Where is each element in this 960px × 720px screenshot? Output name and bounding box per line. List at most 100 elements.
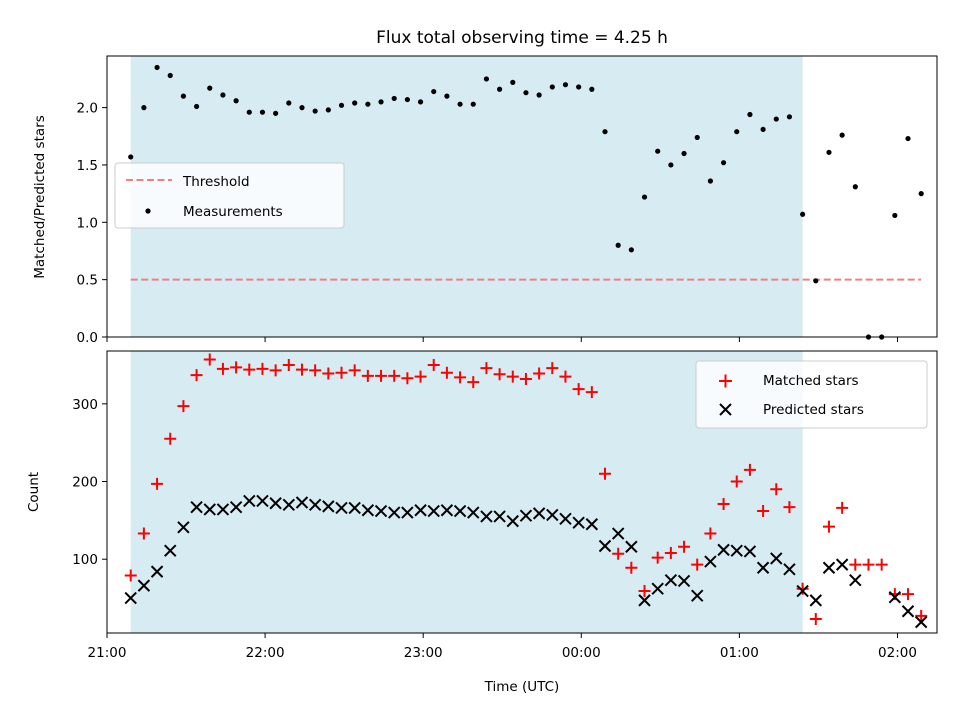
- predicted-stars-point: [440, 504, 454, 517]
- measurement-point: [641, 194, 648, 200]
- matched-stars-point: [164, 432, 177, 445]
- measurement-point: [655, 148, 661, 154]
- matched-stars-legend-swatch: [719, 374, 732, 388]
- predicted-stars-point: [572, 516, 585, 529]
- y-tick-label: 100: [72, 552, 98, 568]
- x-tick-label: 01:00: [720, 645, 759, 661]
- predicted-stars-point: [427, 504, 440, 518]
- measurement-point: [668, 162, 674, 168]
- measurement-point: [589, 86, 595, 92]
- measurement-point: [839, 132, 845, 138]
- x-tick-label: 22:00: [246, 645, 285, 661]
- predicted-stars-point: [638, 594, 651, 607]
- measurement-point: [510, 79, 516, 85]
- predicted-stars-point: [677, 574, 691, 588]
- x-tick-label: 21:00: [88, 645, 127, 661]
- matched-stars-point: [849, 558, 862, 571]
- legend-threshold-label: Threshold: [182, 174, 250, 190]
- measurement-point: [562, 82, 569, 88]
- top-legend-box: [114, 162, 345, 229]
- predicted-stars-point: [308, 498, 322, 512]
- x-axis-label: Time (UTC): [484, 679, 560, 695]
- predicted-stars-point: [625, 540, 638, 553]
- x-tick-label: 00:00: [562, 645, 601, 661]
- matched-stars-point: [309, 364, 322, 377]
- measurement-point: [483, 76, 490, 82]
- matched-stars-point: [493, 368, 506, 381]
- predicted-stars-point: [256, 494, 269, 508]
- matched-stars-point: [190, 369, 203, 382]
- measurement-point: [273, 110, 279, 116]
- matched-stars-point: [664, 546, 677, 559]
- matched-stars-point: [533, 367, 546, 380]
- predicted-stars-point: [730, 544, 743, 557]
- predicted-stars-point: [822, 561, 836, 574]
- predicted-stars-point: [901, 605, 915, 618]
- bottom-axes-ticks: 100 200 300 21:00 22:00 23:00 00:00 01:00 02:00: [72, 397, 917, 661]
- predicted-stars-point: [493, 510, 506, 523]
- measurement-point: [747, 111, 753, 118]
- y-tick-label: 0.0: [77, 330, 98, 346]
- measurement-point: [536, 92, 542, 98]
- predicted-stars-point: [401, 506, 414, 519]
- predicted-stars-point: [414, 504, 427, 517]
- measurement-point: [760, 126, 766, 133]
- matched-stars-point: [599, 467, 611, 480]
- predicted-stars-point: [585, 518, 599, 531]
- matched-stars-point: [691, 558, 704, 571]
- matched-stars-point: [796, 582, 809, 595]
- matched-stars-point: [335, 366, 348, 379]
- predicted-stars-point: [243, 494, 256, 508]
- measurement-point: [207, 85, 213, 91]
- measurement-point: [813, 278, 819, 284]
- matched-stars-point: [625, 561, 638, 574]
- matched-stars-point: [137, 527, 150, 540]
- predicted-stars-legend-swatch: [719, 403, 732, 416]
- matched-stars-point: [546, 362, 559, 375]
- measurement-point: [404, 96, 410, 103]
- matched-stars-point: [585, 386, 598, 399]
- matched-stars-point: [348, 364, 361, 377]
- measurement-point: [852, 184, 858, 190]
- matched-stars-point: [757, 505, 770, 518]
- matched-stars-point: [480, 362, 493, 375]
- matched-stars-point: [651, 551, 664, 564]
- top-axes-ticks: 0.0 0.5 1.0 1.5 2.0: [77, 101, 898, 346]
- predicted-stars-point: [203, 503, 216, 516]
- measurement-point: [549, 84, 555, 90]
- y-tick-label: 2.0: [77, 101, 98, 117]
- predicted-stars-point: [282, 498, 296, 512]
- predicted-stars-point: [849, 573, 862, 587]
- measurement-point: [470, 101, 476, 107]
- predicted-stars-point: [216, 503, 230, 516]
- predicted-stars-point: [374, 504, 388, 518]
- matched-stars-point: [519, 372, 532, 385]
- matched-stars-point: [704, 527, 717, 540]
- chart-title: Flux total observing time = 4.25 h: [376, 28, 668, 48]
- matched-stars-point: [717, 498, 730, 511]
- y-tick-label: 200: [72, 475, 98, 491]
- predicted-stars-point: [361, 504, 375, 517]
- matched-stars-point: [322, 367, 335, 380]
- bottom-marks: [124, 353, 928, 629]
- legend-measurements-label: Measurements: [183, 204, 283, 220]
- measurement-point: [286, 100, 292, 106]
- matched-stars-point: [454, 371, 467, 384]
- matched-stars-point: [401, 372, 414, 385]
- predicted-stars-point: [453, 504, 467, 518]
- top-marks: [128, 64, 924, 340]
- matched-stars-point: [177, 400, 190, 413]
- predicted-stars-point: [691, 589, 704, 602]
- predicted-stars-point: [783, 563, 796, 576]
- bottom-axes-frame: [106, 350, 938, 634]
- measurement-point: [444, 93, 450, 99]
- predicted-stars-point: [190, 500, 203, 514]
- measurement-point: [128, 154, 134, 160]
- predicted-stars-point: [717, 543, 730, 557]
- matched-stars-point: [915, 609, 928, 622]
- matched-stars-point: [216, 362, 229, 375]
- predicted-stars-point: [335, 501, 348, 515]
- matched-stars-point: [151, 477, 164, 490]
- matched-stars-point: [506, 370, 519, 383]
- measurement-point: [378, 99, 384, 105]
